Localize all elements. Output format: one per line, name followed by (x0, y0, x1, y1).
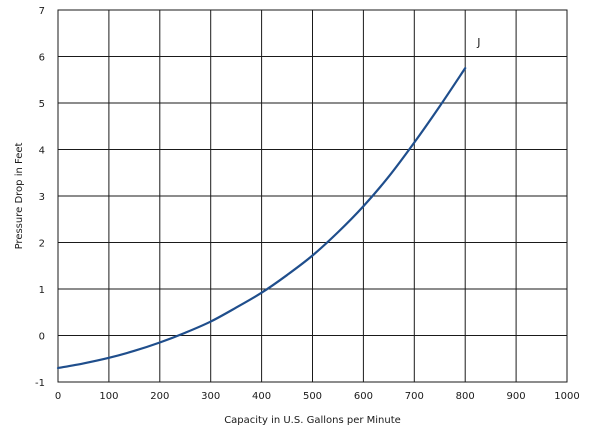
x-tick-label: 400 (252, 391, 271, 402)
x-tick-label: 700 (405, 391, 424, 402)
x-axis-title: Capacity in U.S. Gallons per Minute (224, 415, 401, 426)
series-line-J (56, 67, 467, 370)
x-axis-ticks: 0 100 200 300 400 500 600 700 800 900 1000 (55, 391, 580, 402)
x-tick-label: 600 (354, 391, 373, 402)
y-tick-label: 1 (39, 285, 45, 296)
plot-frame (57, 9, 568, 383)
x-tick-label: 200 (150, 391, 169, 402)
x-tick-label: 800 (456, 391, 475, 402)
y-tick-label: 6 (39, 53, 45, 64)
y-tick-label: 0 (39, 332, 45, 343)
x-tick-label: 300 (201, 391, 220, 402)
series-label: J (476, 36, 480, 49)
y-axis-title: Pressure Drop in Feet (14, 143, 25, 250)
series: J (56, 36, 480, 370)
y-tick-label: 7 (39, 6, 45, 17)
y-tick-label: 5 (39, 99, 45, 110)
x-tick-label: 100 (99, 391, 118, 402)
y-tick-label: 4 (39, 146, 45, 157)
y-tick-label: 2 (39, 239, 45, 250)
y-tick-label: 3 (39, 192, 45, 203)
y-tick-label: -1 (35, 378, 45, 389)
x-tick-label: 900 (507, 391, 526, 402)
x-tick-label: 1000 (554, 391, 579, 402)
x-tick-label: 500 (303, 391, 322, 402)
y-axis-ticks: -1 0 1 2 3 4 5 6 7 (35, 6, 45, 389)
x-tick-label: 0 (55, 391, 61, 402)
grid (57, 9, 568, 383)
